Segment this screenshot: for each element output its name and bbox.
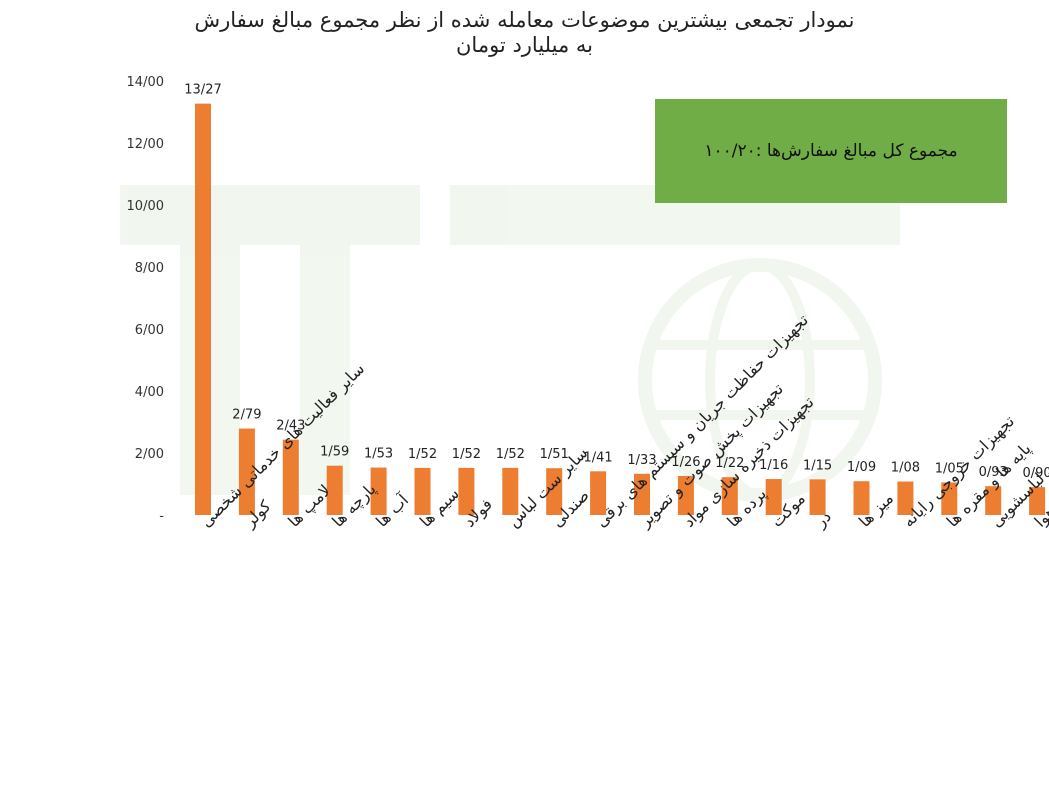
value-label: 1/52 [408,447,437,462]
bar [809,479,826,515]
value-label: 1/51 [540,447,569,462]
value-label: 1/05 [935,461,964,476]
value-label: 13/27 [184,83,221,98]
y-tick-label: 6/00 [135,323,164,338]
value-label: 1/33 [627,453,656,468]
bars-group [195,103,1046,515]
y-tick-label: 4/00 [135,385,164,400]
y-axis: - 2/00 4/00 6/00 8/00 10/00 12/00 14/00 [127,75,165,524]
value-label: 1/16 [759,458,788,473]
value-label: 1/59 [320,445,349,460]
value-label: 1/52 [496,447,525,462]
chart-title-block: نمودار تجمعی بیشترین موضوعات معامله شده … [0,8,1049,58]
y-tick-label: 2/00 [135,447,164,462]
value-label: 1/26 [671,455,700,470]
bar [546,468,563,515]
bar [677,475,694,515]
value-label: 1/22 [715,456,744,471]
bar [634,473,650,515]
value-label: 1/08 [891,461,920,476]
bar [590,471,607,515]
y-tick-label: 8/00 [135,261,164,276]
bar [853,481,870,515]
value-label: 1/15 [803,458,832,473]
value-label: 1/09 [847,460,876,475]
bar [765,479,782,515]
bar [502,467,519,515]
value-label: 1/52 [452,447,481,462]
bar [238,428,255,515]
y-tick-label: 14/00 [127,75,164,90]
y-tick-label: 12/00 [127,137,164,152]
chart-subtitle: به میلیارد تومان [456,33,593,57]
bar [1029,487,1046,515]
bar [282,439,299,515]
bar [195,103,211,515]
bar [721,477,738,515]
value-label: 1/41 [583,450,612,465]
value-label: 0/90 [1022,466,1049,481]
bar [941,482,958,515]
value-label: 2/79 [232,408,261,423]
value-labels-group: 13/27 2/79 2/43 1/59 1/53 1/52 1/52 1/52 1/51 1/4… [184,83,1049,481]
total-amount-box: مجموع کل مبالغ سفارش‌ها :۱۰۰/۲۰ [655,99,1007,203]
chart-title: نمودار تجمعی بیشترین موضوعات معامله شده … [194,8,855,32]
total-amount-text: مجموع کل مبالغ سفارش‌ها :۱۰۰/۲۰ [704,141,958,161]
bar [897,481,914,515]
y-tick-label: - [159,509,164,524]
value-label: 1/53 [364,447,393,462]
value-label: 2/43 [276,419,305,434]
value-label: 0/93 [979,465,1008,480]
bar [326,465,343,515]
bar [414,467,431,515]
bar [458,467,475,515]
bar [985,486,1002,515]
bar [370,467,387,515]
y-tick-label: 10/00 [127,199,164,214]
